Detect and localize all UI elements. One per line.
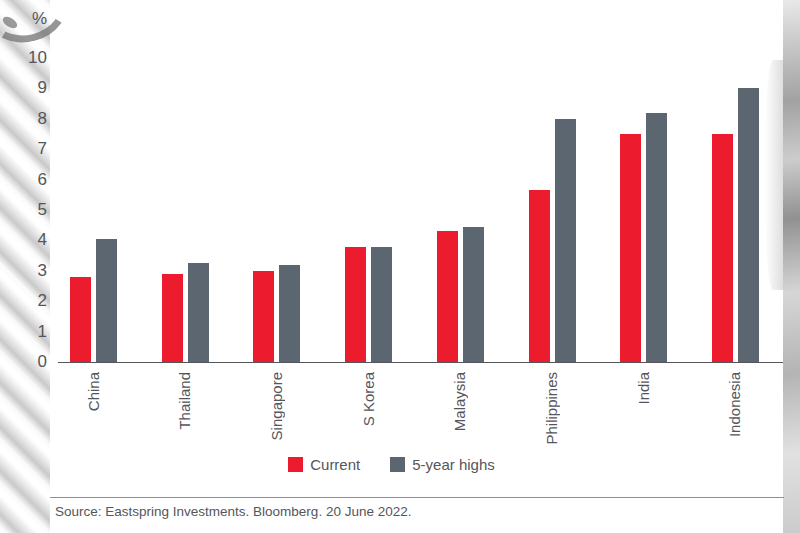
bar-current-s-korea: [345, 247, 366, 363]
x-axis-label-s-korea: S Korea: [360, 372, 377, 426]
legend: Current 5-year highs: [0, 456, 783, 473]
bar-current-philippines: [529, 190, 550, 362]
bar-5-year-highs-indonesia: [738, 88, 759, 362]
bar-current-singapore: [253, 271, 274, 362]
right-band-decoration: [783, 0, 800, 533]
legend-label-current: Current: [310, 456, 360, 473]
y-tick-9: 9: [0, 79, 47, 97]
bar-5-year-highs-philippines: [555, 119, 576, 362]
legend-item-5-year-highs: 5-year highs: [390, 456, 495, 473]
x-axis-label-singapore: Singapore: [268, 372, 285, 440]
bar-current-india: [620, 134, 641, 362]
x-axis-labels: China Thailand Singapore S Korea Malaysia Phi…: [58, 372, 783, 458]
x-axis-label-philippines: Philippines: [543, 372, 560, 445]
bar-5-year-highs-singapore: [279, 265, 300, 362]
bar-current-thailand: [162, 274, 183, 362]
x-axis-label-malaysia: Malaysia: [451, 372, 468, 431]
bar-current-china: [70, 277, 91, 362]
slide-canvas: % 109876543210 ChinaThailandSingaporeS K…: [0, 0, 800, 533]
legend-item-current: Current: [288, 456, 360, 473]
x-axis-label-thailand: Thailand: [176, 372, 193, 430]
x-axis-label-india: India: [635, 372, 652, 405]
source-text: Source: Eastspring Investments. Bloomber…: [55, 504, 411, 519]
y-tick-6: 6: [0, 171, 47, 189]
bar-5-year-highs-thailand: [188, 263, 209, 362]
y-tick-2: 2: [0, 292, 47, 310]
y-tick-8: 8: [0, 110, 47, 128]
y-tick-10: 10: [0, 49, 47, 67]
y-tick-4: 4: [0, 231, 47, 249]
y-tick-7: 7: [0, 140, 47, 158]
y-tick-1: 1: [0, 323, 47, 341]
bar-5-year-highs-china: [96, 239, 117, 362]
bar-5-year-highs-s-korea: [371, 247, 392, 363]
x-axis-label-china: China: [85, 372, 102, 411]
y-tick-3: 3: [0, 262, 47, 280]
legend-swatch-5-year-highs: [390, 457, 405, 472]
bar-current-indonesia: [712, 134, 733, 362]
bar-current-malaysia: [437, 231, 458, 362]
y-axis-unit-label: %: [0, 9, 47, 29]
y-tick-5: 5: [0, 201, 47, 219]
legend-label-5-year-highs: 5-year highs: [412, 456, 495, 473]
footer-divider: [50, 497, 784, 498]
legend-swatch-current: [288, 457, 303, 472]
y-tick-0: 0: [0, 353, 47, 371]
x-axis-label-indonesia: Indonesia: [726, 372, 743, 437]
bar-5-year-highs-malaysia: [463, 227, 484, 362]
bar-5-year-highs-india: [646, 113, 667, 362]
plot-area: [58, 58, 783, 363]
